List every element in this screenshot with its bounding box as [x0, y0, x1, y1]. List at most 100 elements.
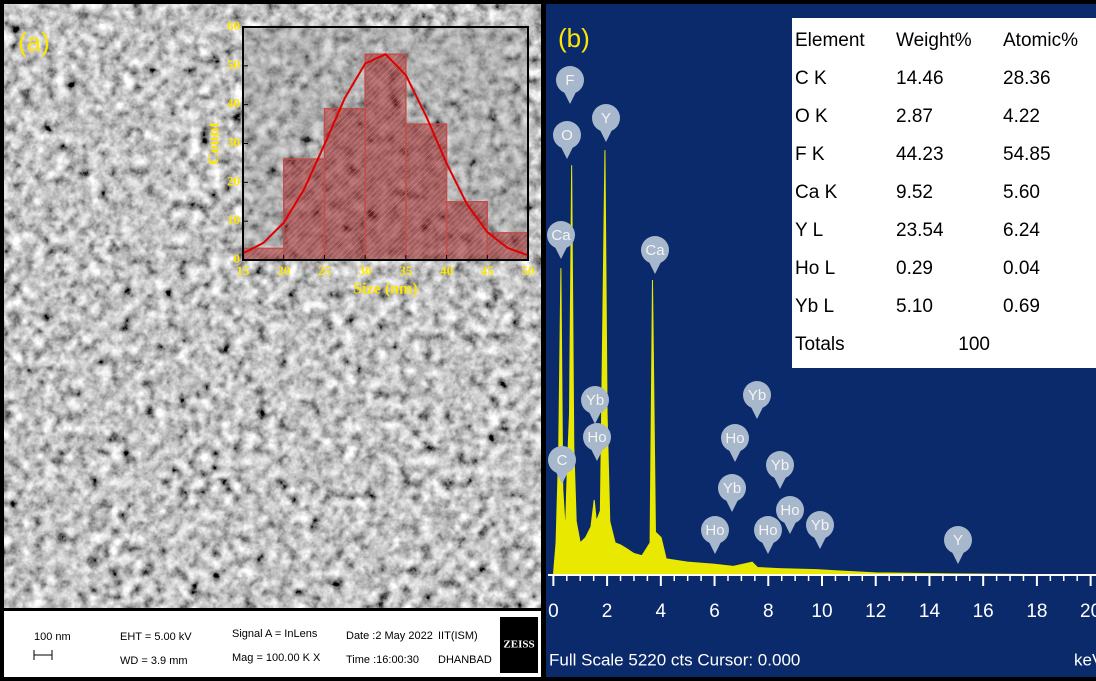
- label-bubble: [729, 450, 741, 462]
- table-cell: 100: [958, 334, 990, 355]
- peak-label: Yb: [748, 387, 766, 404]
- label-bubble: [709, 542, 721, 554]
- label-bubble: [762, 542, 774, 554]
- label-bubble: [600, 130, 612, 142]
- label-bubble: [555, 247, 567, 259]
- x-tick-label: 40: [440, 263, 453, 278]
- label-bubble: [561, 147, 573, 159]
- x-tick-label: 15: [237, 263, 251, 278]
- peak-label: Ho: [780, 502, 799, 519]
- label-bubble: [774, 477, 786, 489]
- label-bubble: [701, 516, 729, 544]
- bar: [364, 53, 407, 261]
- x-tick-label: 10: [811, 601, 832, 622]
- info-text: WD = 3.9 mm: [120, 655, 188, 667]
- table-cell: 23.54: [896, 220, 944, 241]
- label-bubble: [589, 412, 601, 424]
- x-axis-label: Size (nm): [353, 281, 417, 298]
- table-cell: 5.10: [896, 296, 933, 317]
- info-text: DHANBAD: [438, 654, 492, 666]
- table-cell: 2.87: [896, 106, 933, 127]
- table-cell: 28.36: [1003, 68, 1051, 89]
- table-cell: Ho L: [795, 258, 835, 279]
- y-tick-label: 60: [227, 18, 240, 33]
- footer: Full Scale 5220 cts Cursor: 0.000: [549, 650, 800, 669]
- x-axis-label: keV: [1074, 650, 1096, 669]
- label-bubble: [726, 500, 738, 512]
- peak-label: Yb: [771, 457, 789, 474]
- label-bubble: [583, 423, 611, 451]
- bar: [282, 158, 326, 261]
- label-bubble: [564, 92, 576, 104]
- x-tick-label: 35: [399, 263, 413, 278]
- info-text: Signal A = InLens: [232, 628, 318, 640]
- label-bubble: [751, 407, 763, 419]
- table-cell: Y L: [795, 220, 823, 241]
- label-bubble: [766, 451, 794, 479]
- x-tick-label: 0: [548, 601, 559, 622]
- label-bubble: [776, 496, 804, 524]
- table-cell: 6.24: [1003, 220, 1040, 241]
- label-bubble: [592, 104, 620, 132]
- table-cell: 0.29: [896, 258, 933, 279]
- peak-label: Ho: [587, 429, 606, 446]
- sem-image: [4, 4, 541, 608]
- info-text: Time :16:00:30: [346, 654, 419, 666]
- table-header: Element: [795, 30, 865, 51]
- peak-label: O: [561, 127, 573, 144]
- peak-label: Ho: [705, 522, 724, 539]
- peak-label: Y: [601, 110, 611, 127]
- x-tick-label: 20: [1080, 601, 1096, 622]
- peak-label: Yb: [811, 517, 829, 534]
- label-bubble: [547, 221, 575, 249]
- peak-label: Ca: [645, 242, 665, 259]
- x-tick-label: 18: [1026, 601, 1047, 622]
- table-header: Atomic%: [1003, 30, 1078, 51]
- label-bubble: [556, 472, 568, 484]
- label-bubble: [556, 66, 584, 94]
- table-cell: 54.85: [1003, 144, 1051, 165]
- label-bubble: [718, 474, 746, 502]
- x-tick-label: 2: [602, 601, 613, 622]
- label-bubble: [754, 516, 782, 544]
- x-tick-label: 16: [973, 601, 994, 622]
- peak-label: Ho: [758, 522, 777, 539]
- x-tick-label: 25: [318, 263, 332, 278]
- table-cell: Totals: [795, 334, 845, 355]
- table-cell: 0.69: [1003, 296, 1040, 317]
- y-tick-label: 30: [227, 134, 240, 149]
- x-tick-label: 20: [277, 263, 290, 278]
- info-text: Date :2 May 2022: [346, 630, 433, 642]
- bar: [445, 201, 489, 261]
- peak-label: Yb: [723, 480, 741, 497]
- peak-label: Yb: [586, 392, 604, 409]
- table-cell: O K: [795, 106, 828, 127]
- table-bg: [792, 18, 1096, 368]
- table-cell: Ca K: [795, 182, 838, 203]
- label-bubble: [814, 537, 826, 549]
- info-bg: [4, 611, 541, 677]
- info-text: Mag = 100.00 K X: [232, 652, 321, 664]
- label-bubble: [649, 262, 661, 274]
- table: Element Weight% Atomic% C K 14.46 28.36 O K 2.8…: [792, 18, 1096, 368]
- info-bar: 100 nm EHT = 5.00 kV WD = 3.9 mm Signal …: [4, 611, 541, 677]
- y-tick-label: 40: [227, 96, 240, 111]
- peak-label: Ca: [551, 227, 571, 244]
- x-tick-label: 30: [359, 263, 372, 278]
- label-bubble: [944, 526, 972, 554]
- table-cell: 5.60: [1003, 182, 1040, 203]
- x-tick-label: 8: [763, 601, 774, 622]
- x-tick-label: 6: [709, 601, 720, 622]
- table-header: Weight%: [896, 30, 972, 51]
- bar: [405, 123, 448, 261]
- label-bubble: [591, 449, 603, 461]
- x-tick-label: 4: [656, 601, 667, 622]
- label-bubble: [806, 511, 834, 539]
- label-bubble: [553, 121, 581, 149]
- panel-label: (a): [18, 27, 50, 57]
- y-axis-label: Count: [206, 121, 223, 164]
- label-bubble: [548, 446, 576, 474]
- peak-label: Ho: [725, 430, 744, 447]
- y-tick-label: 50: [227, 57, 240, 72]
